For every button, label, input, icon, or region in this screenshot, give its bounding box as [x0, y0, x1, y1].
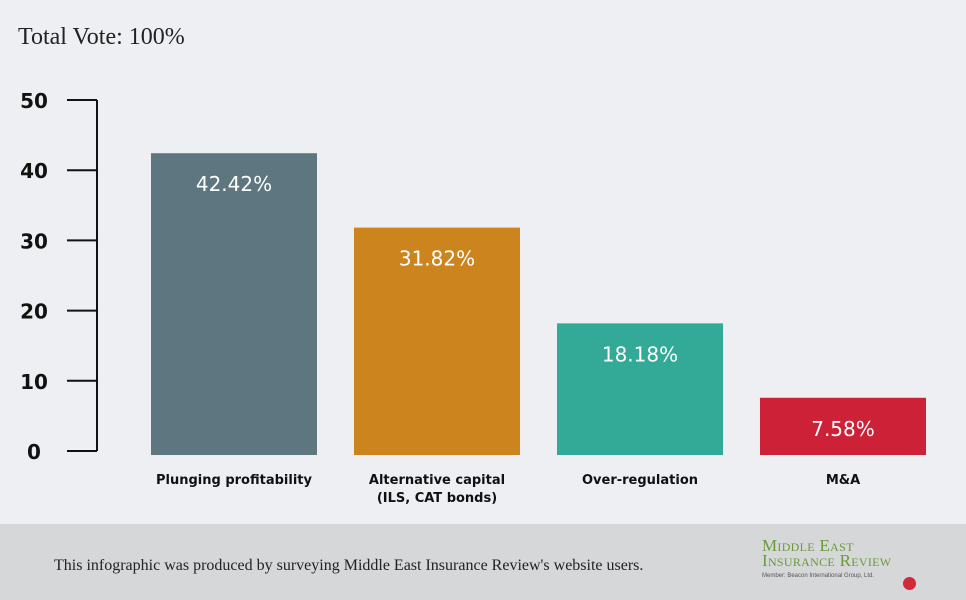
category-label: Alternative capital [369, 473, 505, 488]
bar-value-label: 7.58% [811, 417, 875, 441]
y-tick-label: 0 [27, 440, 41, 464]
category-label: M&A [826, 473, 860, 488]
logo-line-1: Middle East [762, 536, 854, 555]
total-vote-label: Total Vote: 100% [18, 24, 185, 50]
logo-line-2: Insurance Review [762, 551, 892, 570]
bar-chart: 0 10 20 30 40 50 42.42% Plunging profitability 3… [20, 89, 926, 506]
bar [760, 397, 926, 455]
publisher-logo: Middle East Insurance Review Member: Bea… [762, 536, 922, 594]
footer-note: This infographic was produced by surveyi… [54, 557, 644, 574]
logo-member-text: Member: Beacon International Group, Ltd. [762, 573, 875, 579]
y-tick-label: 30 [20, 229, 48, 253]
bar-value-label: 42.42% [196, 172, 272, 196]
y-tick-label: 50 [20, 89, 48, 113]
beacon-badge-icon [903, 577, 916, 590]
bar-value-label: 31.82% [399, 247, 475, 271]
bar [557, 323, 723, 455]
category-label: Over-regulation [582, 473, 698, 488]
footer: This infographic was produced by surveyi… [0, 524, 966, 600]
category-label: Plunging profitability [156, 473, 313, 488]
bar [354, 227, 520, 455]
bar [151, 153, 317, 455]
y-tick-label: 10 [20, 370, 48, 394]
category-label: (ILS, CAT bonds) [377, 491, 497, 506]
y-tick-label: 40 [20, 159, 48, 183]
bar-value-label: 18.18% [602, 342, 678, 366]
y-tick-label: 20 [20, 300, 48, 324]
